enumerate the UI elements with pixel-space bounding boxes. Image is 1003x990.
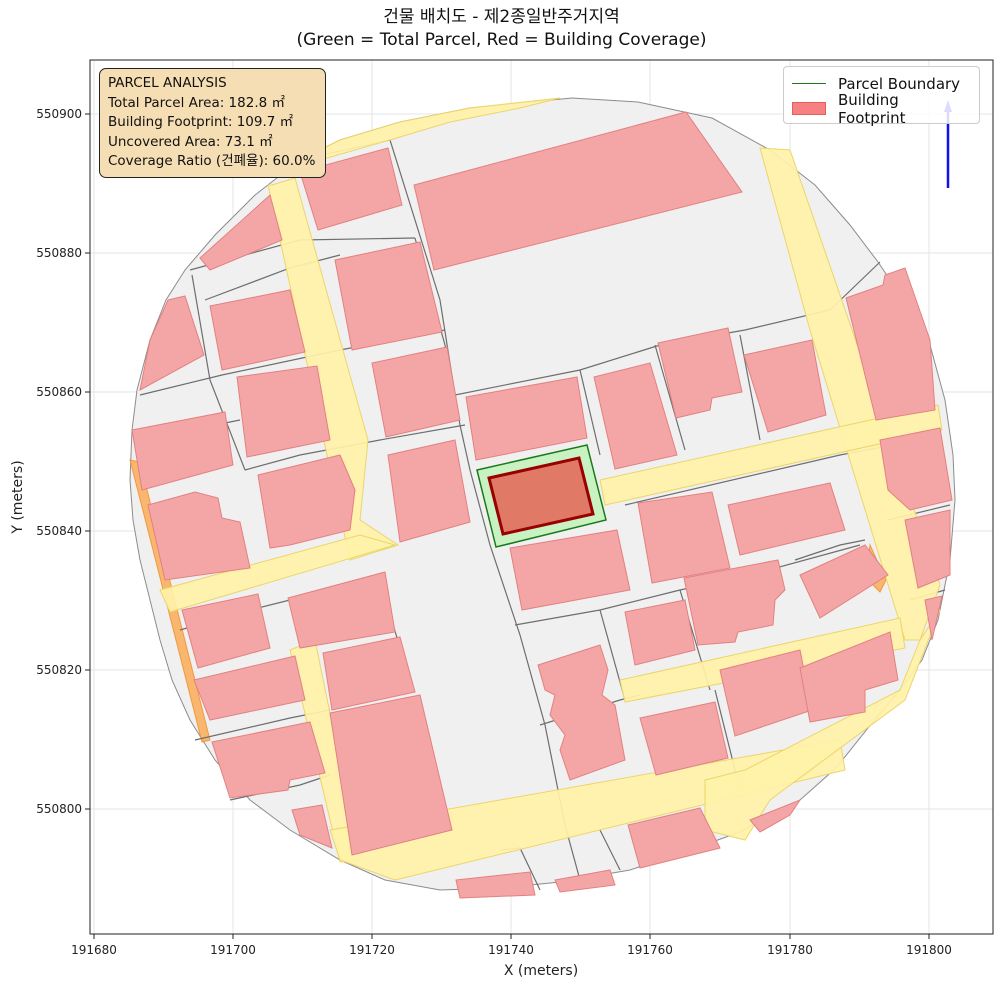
building bbox=[209, 289, 306, 371]
legend-entry-building: Building Footprint bbox=[792, 91, 971, 127]
building bbox=[413, 111, 743, 271]
legend-line-swatch bbox=[792, 83, 826, 84]
building bbox=[131, 411, 234, 491]
building bbox=[236, 365, 331, 458]
building bbox=[147, 491, 251, 581]
x-tick-label: 191740 bbox=[488, 943, 534, 957]
building bbox=[727, 482, 846, 556]
legend: Parcel Boundary Building Footprint bbox=[783, 66, 980, 127]
x-tick-label: 191780 bbox=[767, 943, 813, 957]
building bbox=[749, 798, 802, 833]
buildings bbox=[131, 111, 953, 899]
road-east-west-upper bbox=[599, 404, 943, 506]
y-tick-label: 550840 bbox=[36, 524, 82, 538]
building bbox=[199, 194, 283, 271]
info-heading: PARCEL ANALYSIS bbox=[108, 75, 227, 91]
building bbox=[322, 636, 416, 711]
y-tick-label: 550860 bbox=[36, 385, 82, 399]
map-title-line1: 건물 배치도 - 제2종일반주거지역 bbox=[383, 7, 620, 27]
y-tick-label: 550820 bbox=[36, 663, 82, 677]
info-uncovered: Uncovered Area: 73.1 ㎡ bbox=[108, 133, 273, 150]
building bbox=[593, 362, 678, 470]
target-building bbox=[487, 456, 595, 536]
building bbox=[334, 241, 443, 351]
road-south bbox=[329, 739, 846, 881]
road-diagonal-west bbox=[267, 177, 400, 561]
building bbox=[799, 544, 889, 619]
building bbox=[624, 599, 696, 666]
info-footprint: Building Footprint: 109.7 ㎡ bbox=[108, 114, 294, 130]
y-axis-label: Y (meters) bbox=[10, 460, 26, 534]
building bbox=[904, 509, 951, 589]
parcel-analysis-box: PARCEL ANALYSIS Total Parcel Area: 182.8… bbox=[99, 68, 326, 178]
x-tick-label: 191680 bbox=[71, 943, 117, 957]
building bbox=[287, 571, 396, 649]
y-tick-label: 550900 bbox=[36, 107, 82, 121]
info-coverage: Coverage Ratio (건폐율): 60.0% bbox=[108, 153, 316, 169]
building bbox=[193, 655, 306, 721]
legend-entry-parcel: Parcel Boundary bbox=[792, 71, 971, 96]
plot-frame bbox=[89, 59, 994, 935]
building bbox=[537, 644, 626, 781]
building bbox=[743, 339, 827, 433]
building bbox=[637, 491, 731, 584]
x-tick-label: 191760 bbox=[627, 943, 673, 957]
y-tick-labels: 550800 550820 550840 550860 550880 55090… bbox=[36, 107, 82, 816]
building bbox=[387, 439, 471, 543]
building bbox=[509, 529, 631, 611]
building bbox=[211, 721, 326, 799]
building bbox=[799, 631, 899, 723]
building bbox=[465, 376, 588, 461]
legend-label: Building Footprint bbox=[837, 90, 906, 127]
y-tick-label: 550800 bbox=[36, 802, 82, 816]
legend-patch-swatch bbox=[792, 102, 826, 115]
building bbox=[924, 595, 943, 641]
building bbox=[879, 427, 953, 511]
tick-marks bbox=[85, 113, 930, 939]
road-mid-west bbox=[159, 534, 397, 613]
building bbox=[639, 701, 729, 776]
building bbox=[181, 593, 271, 669]
x-axis-label: X (meters) bbox=[504, 963, 578, 979]
building bbox=[683, 559, 786, 646]
road-north-arc bbox=[299, 97, 561, 161]
building bbox=[845, 267, 936, 421]
roads bbox=[159, 97, 943, 881]
map-title: 건물 배치도 - 제2종일반주거지역 (Green = Total Parcel… bbox=[0, 6, 1003, 52]
building bbox=[291, 804, 333, 849]
building bbox=[139, 295, 205, 391]
building bbox=[329, 694, 453, 856]
building bbox=[657, 327, 743, 419]
building bbox=[554, 869, 616, 893]
x-tick-labels: 191680 191700 191720 191740 191760 19178… bbox=[71, 943, 952, 957]
map-title-line2: (Green = Total Parcel, Red = Building Co… bbox=[296, 30, 707, 50]
legend-label: Parcel Boundary bbox=[838, 74, 961, 93]
info-total-area: Total Parcel Area: 182.8 ㎡ bbox=[108, 94, 285, 111]
x-tick-label: 191700 bbox=[210, 943, 256, 957]
building bbox=[627, 807, 721, 869]
building bbox=[455, 871, 536, 899]
x-tick-label: 191720 bbox=[349, 943, 395, 957]
building bbox=[257, 454, 356, 549]
y-tick-label: 550880 bbox=[36, 246, 82, 260]
x-tick-label: 191800 bbox=[906, 943, 952, 957]
building bbox=[371, 346, 461, 438]
road-south-east bbox=[704, 609, 941, 841]
